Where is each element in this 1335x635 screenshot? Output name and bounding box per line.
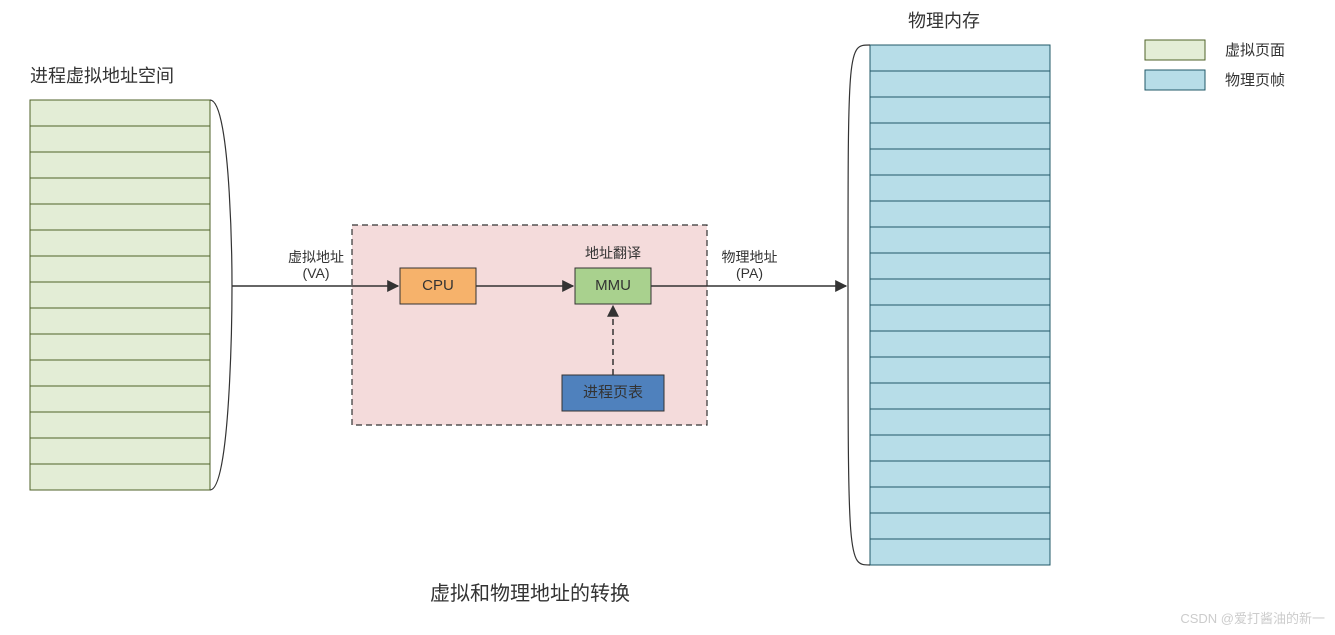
virtual-page-row bbox=[30, 438, 210, 464]
physical-frame-row bbox=[870, 331, 1050, 357]
virtual-page-row bbox=[30, 282, 210, 308]
virtual-page-row bbox=[30, 334, 210, 360]
physical-frame-row bbox=[870, 513, 1050, 539]
virtual-page-row bbox=[30, 412, 210, 438]
page-table-label: 进程页表 bbox=[583, 384, 643, 401]
physical-frame-row bbox=[870, 409, 1050, 435]
cpu-label: CPU bbox=[422, 277, 454, 294]
physical-frame-row bbox=[870, 123, 1050, 149]
virtual-page-row bbox=[30, 126, 210, 152]
virtual-stack-title: 进程虚拟地址空间 bbox=[30, 66, 174, 86]
physical-frame-row bbox=[870, 175, 1050, 201]
physical-frame-row bbox=[870, 305, 1050, 331]
va-label-2: (VA) bbox=[303, 265, 330, 281]
legend-swatch bbox=[1145, 70, 1205, 90]
legend-label: 虚拟页面 bbox=[1225, 42, 1285, 59]
physical-frame-row bbox=[870, 201, 1050, 227]
virtual-page-row bbox=[30, 308, 210, 334]
pa-label-1: 物理地址 bbox=[722, 249, 778, 265]
physical-frame-row bbox=[870, 435, 1050, 461]
legend-swatch bbox=[1145, 40, 1205, 60]
va-label-1: 虚拟地址 bbox=[288, 249, 344, 265]
physical-frame-row bbox=[870, 97, 1050, 123]
caption: 虚拟和物理地址的转换 bbox=[430, 582, 630, 605]
physical-frame-row bbox=[870, 383, 1050, 409]
physical-frame-row bbox=[870, 539, 1050, 565]
virtual-page-row bbox=[30, 204, 210, 230]
virtual-page-row bbox=[30, 256, 210, 282]
physical-frame-row bbox=[870, 487, 1050, 513]
virtual-page-row bbox=[30, 360, 210, 386]
legend-label: 物理页帧 bbox=[1225, 72, 1285, 89]
physical-frame-row bbox=[870, 279, 1050, 305]
physical-frame-row bbox=[870, 227, 1050, 253]
physical-frame-row bbox=[870, 71, 1050, 97]
virtual-page-row bbox=[30, 464, 210, 490]
watermark: CSDN @爱打酱油的新一 bbox=[1180, 611, 1325, 626]
virtual-page-row bbox=[30, 100, 210, 126]
physical-frame-row bbox=[870, 149, 1050, 175]
virtual-page-row bbox=[30, 230, 210, 256]
pa-label-2: (PA) bbox=[736, 265, 763, 281]
physical-stack-title: 物理内存 bbox=[908, 11, 980, 31]
virtual-page-row bbox=[30, 152, 210, 178]
mmu-label: MMU bbox=[595, 277, 631, 294]
mmu-top-label: 地址翻译 bbox=[585, 245, 641, 261]
virtual-page-row bbox=[30, 178, 210, 204]
physical-frame-row bbox=[870, 357, 1050, 383]
physical-frame-row bbox=[870, 45, 1050, 71]
virtual-page-row bbox=[30, 386, 210, 412]
physical-frame-row bbox=[870, 461, 1050, 487]
physical-frame-row bbox=[870, 253, 1050, 279]
